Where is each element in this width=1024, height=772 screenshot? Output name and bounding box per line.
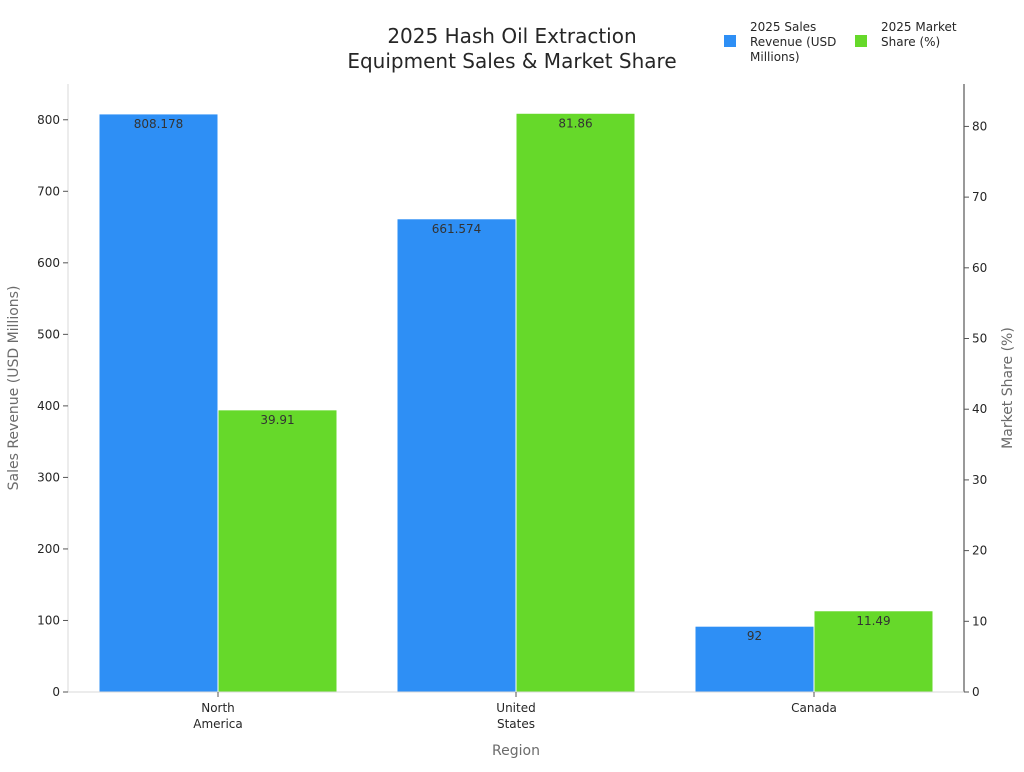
right-tick-label: 50 [972, 332, 987, 346]
left-tick-label: 500 [37, 327, 60, 341]
right-tick-label: 10 [972, 614, 987, 628]
right-tick-label: 20 [972, 544, 987, 558]
legend-label: 2025 Sales [750, 20, 816, 34]
legend-swatch [724, 35, 736, 47]
right-tick-label: 70 [972, 190, 987, 204]
left-tick-label: 700 [37, 184, 60, 198]
x-tick-label: America [193, 717, 243, 731]
bar [98, 113, 219, 693]
x-tick-label: United [496, 701, 535, 715]
right-axis-title: Market Share (%) [1000, 327, 1016, 449]
left-tick-label: 600 [37, 256, 60, 270]
left-tick-label: 300 [37, 470, 60, 484]
right-tick-label: 80 [972, 119, 987, 133]
legend-label: 2025 Market [881, 20, 957, 34]
bar [694, 625, 815, 693]
bar-value-label: 39.91 [260, 413, 294, 427]
bar-value-label: 81.86 [558, 116, 592, 130]
left-tick-label: 800 [37, 113, 60, 127]
legend-label: Revenue (USD [750, 35, 836, 49]
right-tick-label: 30 [972, 473, 987, 487]
left-tick-label: 400 [37, 399, 60, 413]
chart-title-line: Equipment Sales & Market Share [347, 49, 676, 73]
right-tick-label: 60 [972, 261, 987, 275]
legend-label: Millions) [750, 50, 800, 64]
bar-value-label: 92 [747, 629, 762, 643]
bar-value-label: 11.49 [856, 614, 890, 628]
bar [813, 610, 934, 693]
bar [217, 409, 338, 693]
axes: 0 100 200 300 400 500 600 700 800 0 10 20 30 40 50 60 70… [6, 84, 1016, 759]
chart-title-line: 2025 Hash Oil Extraction [387, 24, 636, 48]
right-tick-label: 40 [972, 402, 987, 416]
x-tick-label: North [201, 701, 235, 715]
x-tick-label: Canada [791, 701, 837, 715]
bar-value-label: 808.178 [134, 117, 184, 131]
left-tick-label: 100 [37, 613, 60, 627]
left-axis-title: Sales Revenue (USD Millions) [6, 286, 22, 491]
bar [515, 112, 636, 693]
legend-label: Share (%) [881, 35, 940, 49]
left-tick-label: 200 [37, 542, 60, 556]
bar-value-label: 661.574 [432, 222, 482, 236]
bars: 808.178 39.91 661.574 81.86 92 11.49 [98, 112, 934, 693]
legend-swatch [855, 35, 867, 47]
x-tick-label: States [497, 717, 535, 731]
left-tick-label: 0 [52, 685, 60, 699]
right-tick-label: 0 [972, 685, 980, 699]
x-axis-title: Region [492, 743, 540, 759]
bar [396, 218, 517, 693]
